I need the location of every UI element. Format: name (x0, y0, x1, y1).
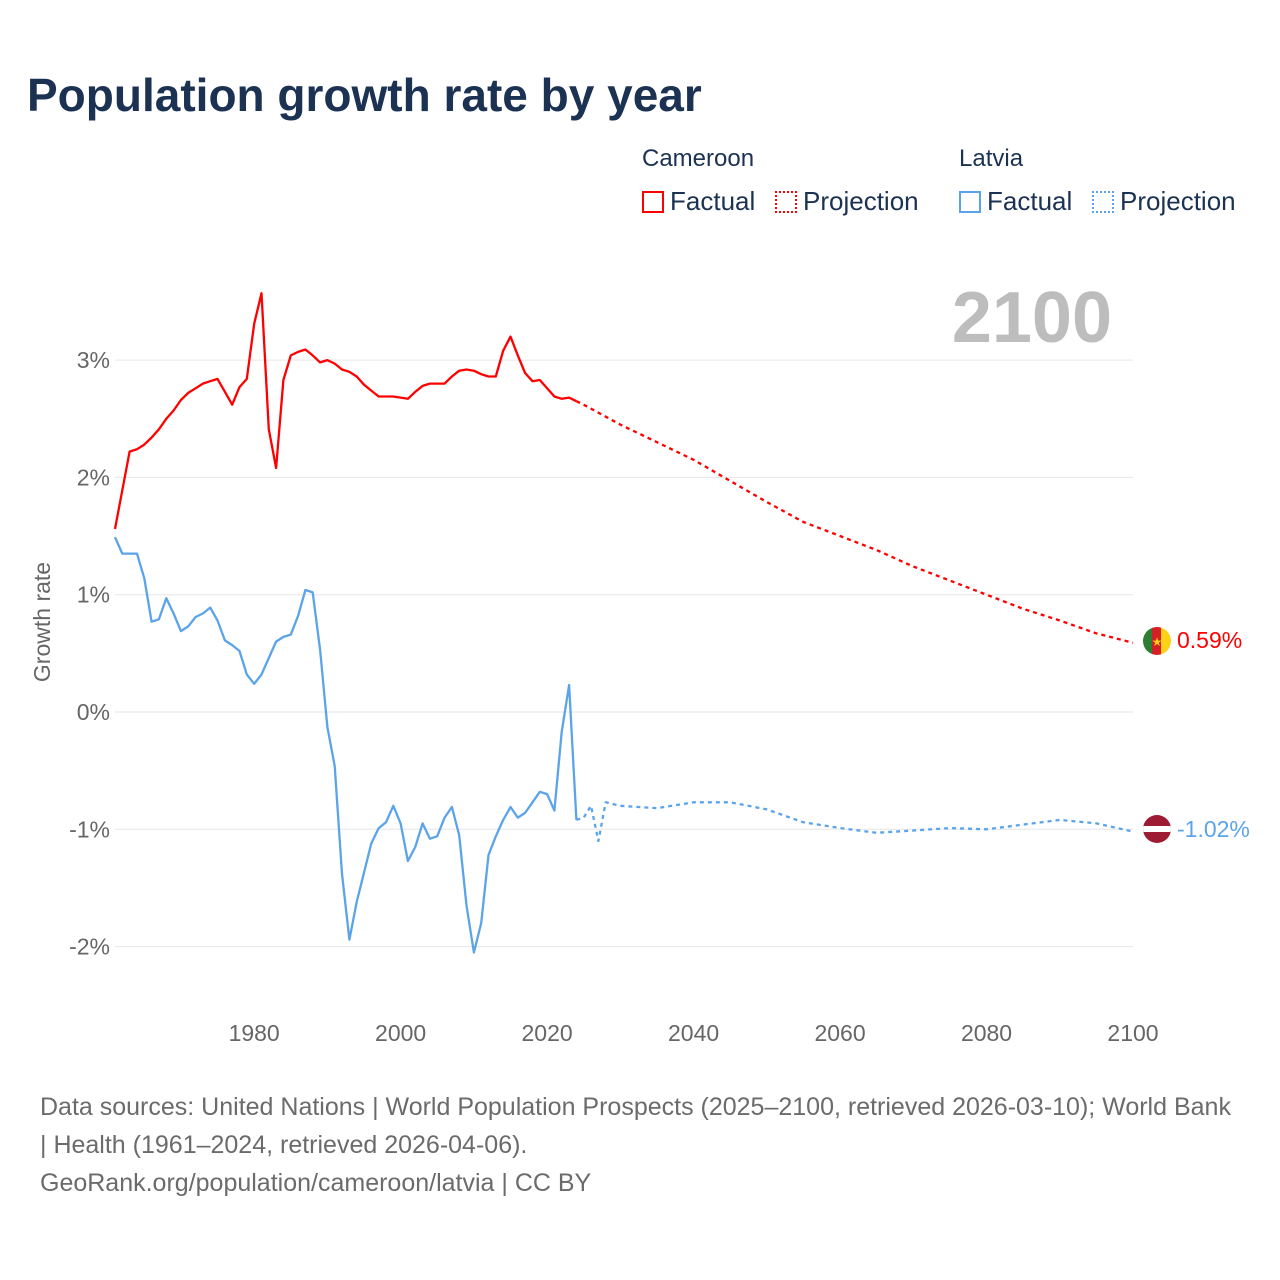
y-tick-label: 3% (77, 347, 110, 373)
latvia-end-label: -1.02% (1177, 816, 1250, 842)
x-tick-label: 1980 (229, 1020, 280, 1046)
y-axis-label: Growth rate (29, 562, 55, 682)
line-chart: 2100 Growth rate -2% -1% 0% 1% 2% 3% 1980 2000 2… (29, 278, 1250, 1046)
x-tick-label: 2060 (814, 1020, 865, 1046)
svg-text:★: ★ (1152, 635, 1163, 649)
cameroon-projection-line (575, 400, 1134, 644)
latvia-projection-line (576, 801, 1134, 843)
y-tick-label: 0% (77, 699, 110, 725)
x-tick-label: 2100 (1107, 1020, 1158, 1046)
x-tick-label: 2000 (375, 1020, 426, 1046)
x-tick-label: 2020 (522, 1020, 573, 1046)
y-tick-label: -2% (69, 934, 110, 960)
y-tick-label: 2% (77, 464, 110, 490)
legend-label: Projection (803, 186, 919, 216)
data-sources: Data sources: United Nations | World Pop… (40, 1093, 1231, 1159)
cameroon-end-label: 0.59% (1177, 627, 1242, 653)
x-tick-label: 2040 (668, 1020, 719, 1046)
dotted-swatch-icon (1092, 190, 1114, 213)
legend-label: Projection (1120, 186, 1236, 216)
legend-latvia-projection[interactable]: Projection (1092, 186, 1236, 217)
legend-label: Factual (987, 186, 1073, 216)
legend-cameroon-projection[interactable]: Projection (775, 186, 919, 217)
credit-link[interactable]: GeoRank.org/population/cameroon/latvia |… (40, 1169, 592, 1197)
solid-swatch-icon (959, 190, 981, 213)
legend-country-latvia: Latvia (959, 145, 1024, 172)
x-tick-label: 2080 (961, 1020, 1012, 1046)
cameroon-factual-line (113, 292, 577, 530)
cameroon-flag-icon: ★ (1143, 627, 1171, 655)
footer: Data sources: United Nations | World Pop… (40, 1088, 1240, 1202)
legend-cameroon-factual[interactable]: Factual (642, 186, 755, 217)
dotted-swatch-icon (775, 190, 797, 213)
legend-latvia-factual[interactable]: Factual (959, 186, 1072, 217)
latvia-flag-icon (1143, 815, 1171, 843)
chart-title: Population growth rate by year (27, 69, 702, 121)
solid-swatch-icon (642, 190, 664, 213)
y-tick-label: -1% (69, 816, 110, 842)
legend-country-cameroon: Cameroon (642, 145, 755, 172)
latvia-factual-line (113, 536, 578, 954)
y-tick-label: 1% (77, 582, 110, 608)
year-watermark: 2100 (952, 278, 1112, 358)
legend-label: Factual (670, 186, 756, 216)
